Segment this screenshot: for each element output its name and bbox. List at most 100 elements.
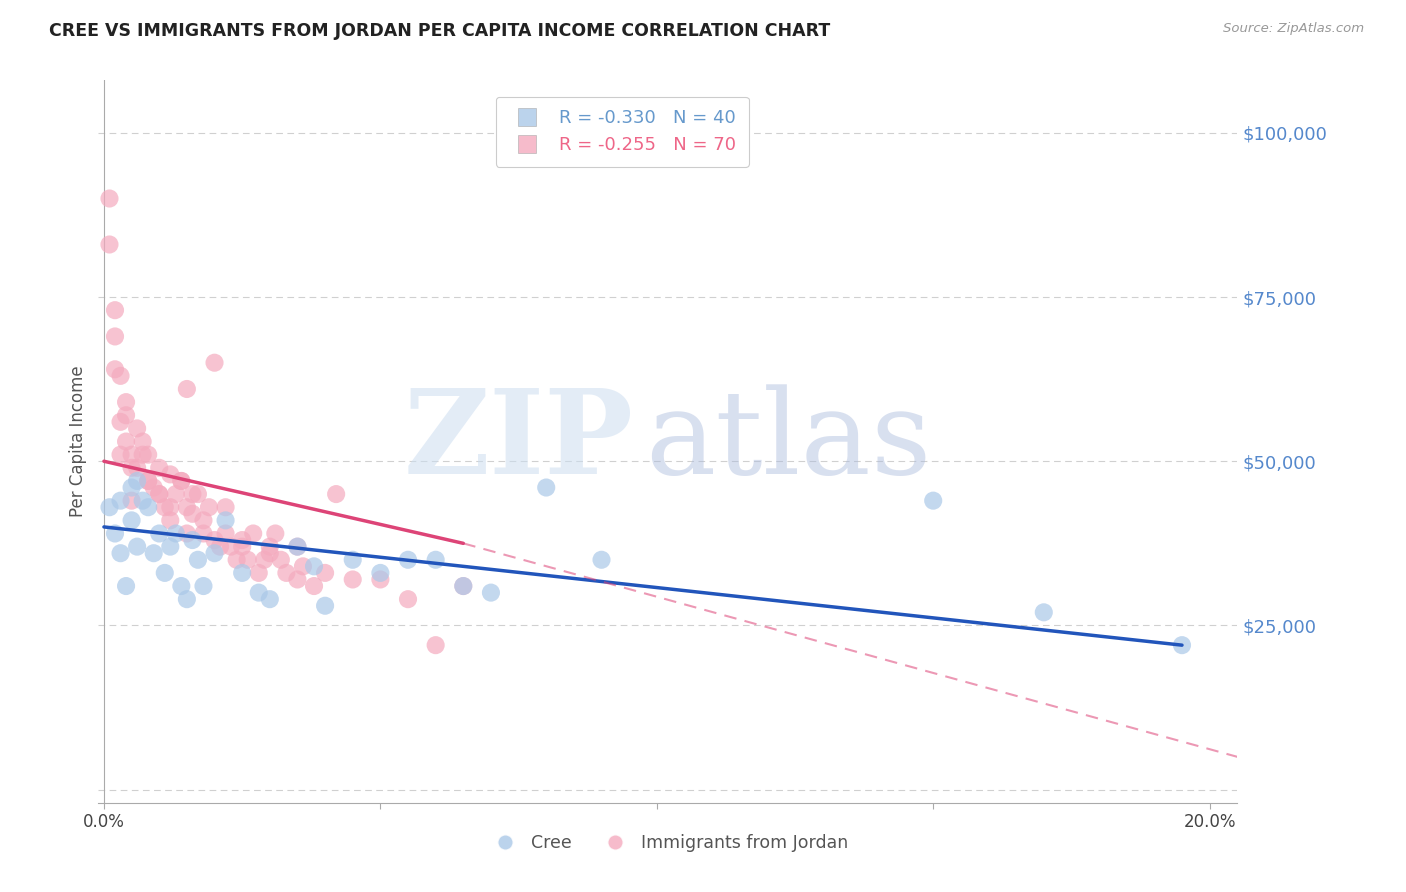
Point [121, 481, 143, 495]
Point [176, 526, 198, 541]
Point [110, 448, 132, 462]
Point [98, 237, 121, 252]
Text: atlas: atlas [645, 384, 931, 499]
Point [264, 526, 287, 541]
Point [110, 368, 132, 383]
Point [342, 573, 364, 587]
Point [242, 526, 264, 541]
Point [176, 382, 198, 396]
Point [127, 421, 149, 435]
Point [198, 500, 221, 515]
Point [136, 474, 159, 488]
Point [425, 553, 447, 567]
Point [170, 474, 193, 488]
Point [259, 546, 281, 560]
Point [259, 592, 281, 607]
Point [98, 192, 121, 206]
Point [270, 553, 292, 567]
Point [148, 487, 170, 501]
Point [170, 474, 193, 488]
Point [159, 467, 181, 482]
Point [115, 395, 138, 409]
Point [159, 513, 181, 527]
Point [148, 487, 170, 501]
Point [314, 566, 336, 580]
Point [276, 566, 298, 580]
Point [479, 585, 502, 599]
Point [370, 566, 392, 580]
Point [159, 500, 181, 515]
Point [115, 579, 138, 593]
Point [115, 434, 138, 449]
Point [425, 638, 447, 652]
Point [181, 533, 204, 547]
Point [1032, 605, 1054, 619]
Point [214, 526, 236, 541]
Point [136, 474, 159, 488]
Point [231, 540, 253, 554]
Point [187, 487, 209, 501]
Point [214, 513, 236, 527]
Point [193, 513, 215, 527]
Y-axis label: Per Capita Income: Per Capita Income [69, 366, 87, 517]
Point [453, 579, 475, 593]
Point [231, 566, 253, 580]
Point [104, 362, 127, 376]
Point [453, 579, 475, 593]
Point [396, 553, 419, 567]
Point [170, 579, 193, 593]
Point [148, 526, 170, 541]
Point [209, 540, 232, 554]
Point [204, 546, 226, 560]
Point [187, 553, 209, 567]
Legend: Cree, Immigrants from Jordan: Cree, Immigrants from Jordan [481, 827, 855, 859]
Point [1171, 638, 1194, 652]
Point [342, 553, 364, 567]
Point [325, 487, 347, 501]
Point [287, 540, 309, 554]
Point [121, 493, 143, 508]
Point [247, 585, 270, 599]
Point [110, 546, 132, 560]
Point [302, 579, 325, 593]
Point [104, 329, 127, 343]
Point [193, 579, 215, 593]
Point [225, 553, 247, 567]
Point [219, 540, 242, 554]
Point [131, 448, 153, 462]
Point [176, 500, 198, 515]
Point [121, 513, 143, 527]
Point [127, 460, 149, 475]
Point [98, 500, 121, 515]
Point [287, 540, 309, 554]
Point [193, 526, 215, 541]
Text: ZIP: ZIP [404, 384, 634, 499]
Point [148, 460, 170, 475]
Point [159, 540, 181, 554]
Point [115, 409, 138, 423]
Point [131, 493, 153, 508]
Point [176, 592, 198, 607]
Point [110, 493, 132, 508]
Point [591, 553, 613, 567]
Point [153, 500, 176, 515]
Point [104, 303, 127, 318]
Point [314, 599, 336, 613]
Point [253, 553, 276, 567]
Point [127, 540, 149, 554]
Point [165, 487, 187, 501]
Point [136, 500, 159, 515]
Point [136, 448, 159, 462]
Point [142, 481, 165, 495]
Point [104, 526, 127, 541]
Point [287, 573, 309, 587]
Point [131, 434, 153, 449]
Point [110, 415, 132, 429]
Point [534, 481, 557, 495]
Point [121, 460, 143, 475]
Point [165, 526, 187, 541]
Point [214, 500, 236, 515]
Point [181, 507, 204, 521]
Point [204, 533, 226, 547]
Point [370, 573, 392, 587]
